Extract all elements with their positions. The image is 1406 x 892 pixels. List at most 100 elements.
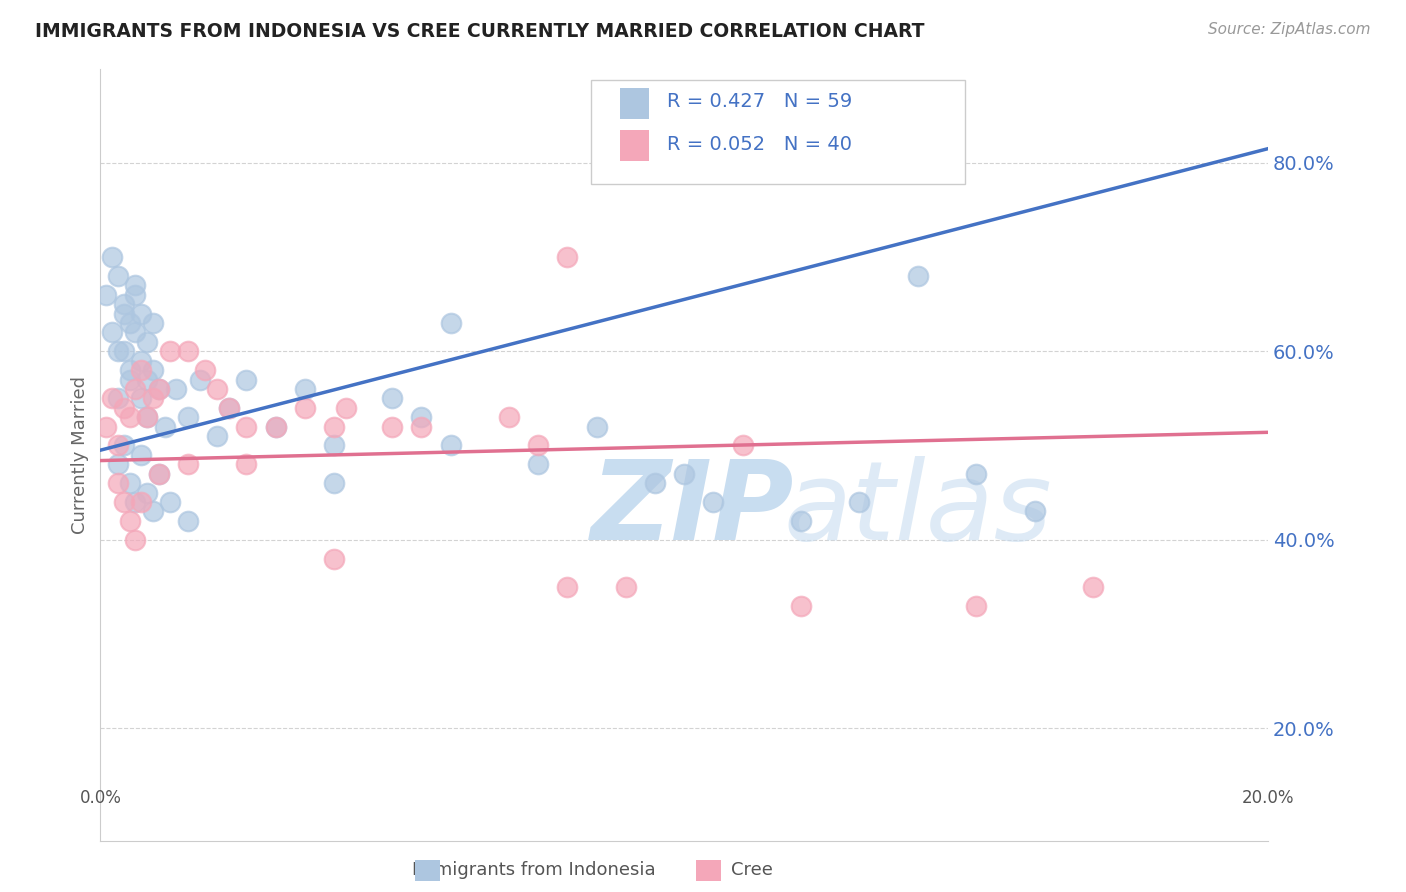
Point [148,382,170,396]
Point [177,410,200,425]
Point [129,495,152,509]
Point [142,363,165,377]
Point [124,495,146,509]
Point [205,429,228,443]
Point [142,316,165,330]
Point [129,307,152,321]
Point [381,392,404,406]
Point [129,353,152,368]
Point [702,495,724,509]
Point [1081,580,1104,594]
Point [129,448,152,462]
Point [96,287,118,301]
Point [1024,504,1046,518]
Point [142,504,165,518]
Point [440,316,463,330]
Point [118,316,141,330]
FancyBboxPatch shape [591,80,965,185]
Point [107,344,129,359]
Point [118,514,141,528]
Point [440,438,463,452]
Point [673,467,696,481]
Point [112,307,135,321]
Point [112,495,135,509]
Point [177,344,200,359]
Point [107,438,129,452]
Point [124,326,146,340]
Point [124,278,146,293]
Text: IMMIGRANTS FROM INDONESIA VS CREE CURRENTLY MARRIED CORRELATION CHART: IMMIGRANTS FROM INDONESIA VS CREE CURREN… [35,22,925,41]
Point [218,401,240,415]
Point [322,419,344,434]
Point [322,551,344,566]
Point [112,344,135,359]
Text: 20.0%: 20.0% [1241,789,1295,806]
Point [107,392,129,406]
Point [129,363,152,377]
Point [142,392,165,406]
Point [585,419,607,434]
Point [118,372,141,386]
Point [294,382,316,396]
Point [557,580,579,594]
Text: Source: ZipAtlas.com: Source: ZipAtlas.com [1208,22,1371,37]
Point [264,419,287,434]
Y-axis label: Currently Married: Currently Married [72,376,89,534]
Point [129,392,152,406]
Point [264,419,287,434]
Point [644,476,666,491]
Point [148,382,170,396]
Point [965,599,987,613]
Point [381,419,404,434]
Point [165,382,187,396]
Point [136,334,159,349]
Point [790,599,813,613]
Point [101,250,124,264]
Point [907,268,929,283]
Point [411,419,433,434]
Point [188,372,211,386]
Point [112,401,135,415]
Point [124,382,146,396]
Point [118,410,141,425]
Point [136,410,159,425]
Point [136,485,159,500]
Point [335,401,357,415]
Text: 0.0%: 0.0% [79,789,121,806]
Point [101,326,124,340]
Point [107,476,129,491]
Point [96,419,118,434]
Point [235,458,257,472]
Point [790,514,813,528]
FancyBboxPatch shape [620,130,650,161]
FancyBboxPatch shape [620,87,650,119]
Point [159,344,181,359]
Point [159,495,181,509]
Point [498,410,520,425]
Text: Immigrants from Indonesia: Immigrants from Indonesia [412,861,657,879]
Point [136,410,159,425]
Point [557,250,579,264]
Point [731,438,754,452]
Point [322,476,344,491]
Point [965,467,987,481]
Point [101,392,124,406]
Point [294,401,316,415]
Text: Cree: Cree [731,861,773,879]
Point [322,438,344,452]
Point [411,410,433,425]
Point [194,363,217,377]
Point [235,419,257,434]
Point [153,419,176,434]
Point [118,363,141,377]
Text: atlas: atlas [783,456,1052,563]
Point [148,467,170,481]
Point [848,495,870,509]
Point [124,287,146,301]
Text: R = 0.427   N = 59: R = 0.427 N = 59 [666,92,852,112]
Point [205,382,228,396]
Point [614,580,637,594]
Point [124,533,146,547]
Point [218,401,240,415]
Text: R = 0.052   N = 40: R = 0.052 N = 40 [666,135,852,153]
